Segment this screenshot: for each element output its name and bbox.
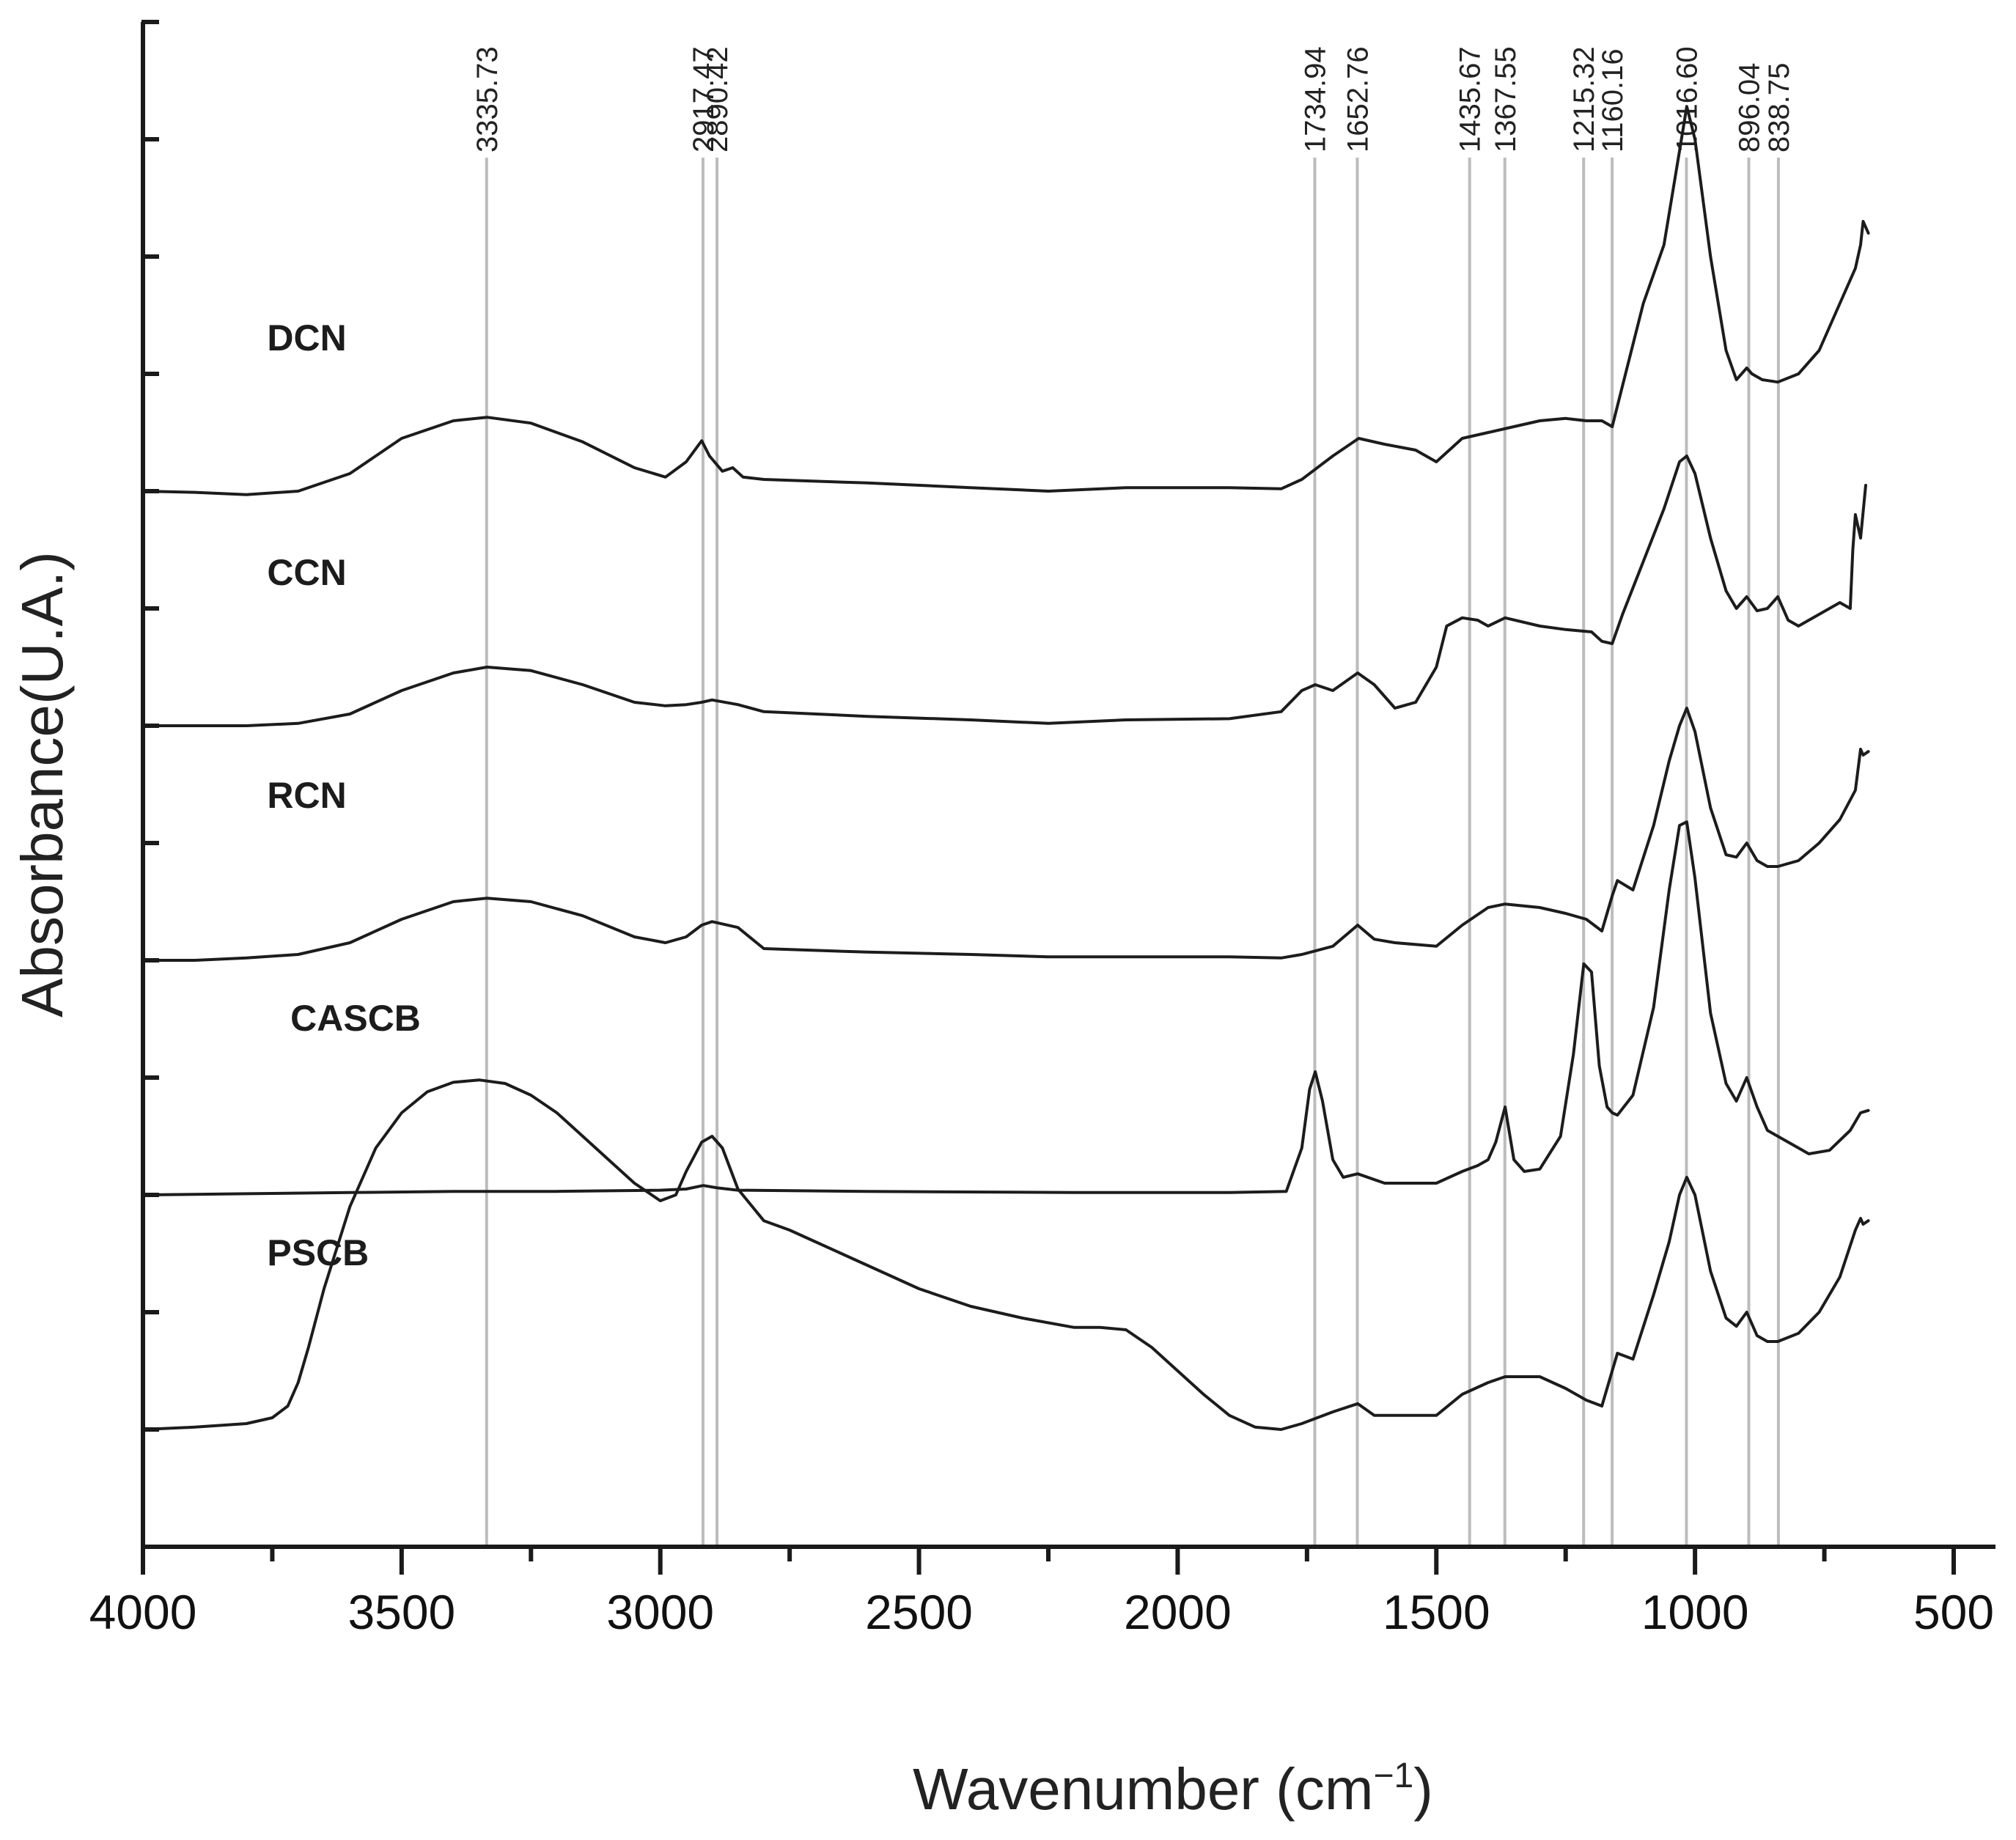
x-axis-title-close: ) bbox=[1413, 1756, 1433, 1822]
peak-label-3335.73: 3335.73 bbox=[471, 46, 504, 152]
axes bbox=[141, 22, 1995, 1549]
series-label-cascb: CASCB bbox=[290, 998, 421, 1039]
peak-label-1160.16: 1160.16 bbox=[1597, 48, 1629, 152]
peak-label-1435.67: 1435.67 bbox=[1454, 46, 1487, 152]
series-line-cascb bbox=[141, 820, 1870, 1196]
peak-label-2890.42: 2890.42 bbox=[702, 46, 734, 152]
x-tick-label-3000: 3000 bbox=[606, 1585, 714, 1639]
peak-label-838.75: 838.75 bbox=[1763, 63, 1795, 152]
y-axis-title: Absorbance(U.A.) bbox=[10, 551, 75, 1017]
series-line-rcn bbox=[141, 707, 1870, 962]
series-label-pscb: PSCB bbox=[267, 1232, 369, 1273]
x-axis-title-main: Wavenumber (cm bbox=[913, 1756, 1373, 1822]
series-label-rcn: RCN bbox=[267, 775, 346, 816]
peak-label-896.04: 896.04 bbox=[1734, 63, 1766, 152]
peak-label-1652.76: 1652.76 bbox=[1342, 46, 1374, 152]
x-axis-title: Wavenumber (cm−1) bbox=[913, 1756, 1433, 1822]
peak-label-2917.47: 2917.47 bbox=[688, 46, 720, 152]
x-tick-label-2000: 2000 bbox=[1124, 1585, 1232, 1639]
x-axis-ticks: 4000 3500 3000 2500 2000 1500 1000 500 bbox=[89, 1547, 1994, 1639]
x-tick-label-500: 500 bbox=[1913, 1585, 1994, 1639]
x-axis-title-superscript: −1 bbox=[1373, 1756, 1413, 1795]
x-tick-label-3500: 3500 bbox=[347, 1585, 455, 1639]
peak-label-1367.55: 1367.55 bbox=[1490, 46, 1522, 152]
series-label-ccn: CCN bbox=[267, 552, 346, 593]
series-line-dcn bbox=[141, 105, 1870, 496]
peak-label-1734.94: 1734.94 bbox=[1299, 46, 1331, 152]
x-tick-label-2500: 2500 bbox=[865, 1585, 973, 1639]
peak-label-1016.60: 1016.60 bbox=[1671, 46, 1703, 152]
x-tick-label-4000: 4000 bbox=[89, 1585, 197, 1639]
peak-label-1215.32: 1215.32 bbox=[1568, 46, 1600, 152]
y-axis-ticks bbox=[141, 20, 159, 1432]
series-label-dcn: DCN bbox=[267, 317, 346, 358]
x-tick-label-1500: 1500 bbox=[1383, 1585, 1490, 1639]
x-tick-label-1000: 1000 bbox=[1641, 1585, 1749, 1639]
series-line-pscb bbox=[141, 1078, 1870, 1431]
series-line-ccn bbox=[141, 455, 1867, 727]
spectra-series: DCN CCN RCN CASCB PSCB bbox=[141, 105, 1870, 1431]
